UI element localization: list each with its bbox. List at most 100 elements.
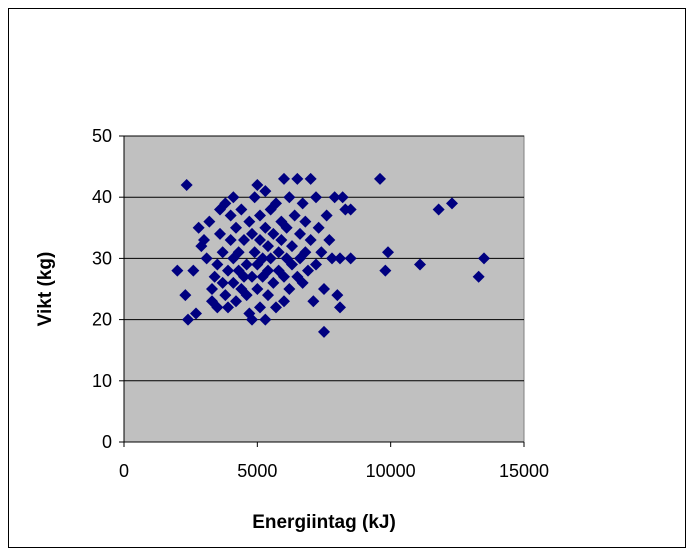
data-point <box>211 301 224 314</box>
data-point <box>336 191 349 204</box>
data-point <box>331 289 344 302</box>
data-point <box>206 283 218 295</box>
data-point <box>232 246 245 259</box>
y-tick-label: 40 <box>92 187 112 207</box>
data-point <box>374 172 386 185</box>
data-point <box>198 234 210 247</box>
axes <box>119 135 525 447</box>
y-tick-label: 50 <box>92 126 112 146</box>
data-point <box>286 240 298 253</box>
data-point <box>291 172 304 185</box>
data-point <box>275 234 288 247</box>
data-point <box>472 270 485 283</box>
data-point <box>180 178 193 191</box>
data-point <box>259 185 272 198</box>
data-point <box>246 270 258 283</box>
y-tick-label: 30 <box>92 248 112 268</box>
x-tick-label: 0 <box>119 461 129 481</box>
y-tick-label: 20 <box>92 310 112 330</box>
data-point <box>222 264 234 277</box>
data-point <box>267 227 280 240</box>
data-point <box>179 289 192 302</box>
data-point <box>414 258 426 271</box>
data-point <box>318 325 330 338</box>
data-point <box>278 295 290 308</box>
data-point <box>222 301 234 314</box>
data-point <box>171 264 184 277</box>
data-point <box>272 246 285 259</box>
data-point <box>192 221 205 234</box>
data-point <box>283 191 296 204</box>
data-point <box>256 252 269 265</box>
data-point <box>315 246 328 259</box>
data-point <box>299 246 312 259</box>
data-point <box>310 191 322 204</box>
data-point <box>280 221 293 234</box>
data-point <box>379 264 392 277</box>
data-point <box>227 276 240 289</box>
scatter-chart: 0 10 20 30 40 50 0 5000 10000 15000 Energiintag (… <box>35 126 549 533</box>
data-point <box>283 283 296 295</box>
data-point <box>278 172 290 185</box>
x-tick-label: 10000 <box>366 461 416 481</box>
data-point <box>262 289 274 302</box>
data-point <box>243 215 256 228</box>
data-point <box>251 178 264 191</box>
data-point <box>190 307 202 320</box>
data-point <box>216 276 229 289</box>
data-point <box>344 252 357 265</box>
data-point <box>270 197 282 210</box>
data-point <box>224 209 237 222</box>
data-point <box>267 276 280 289</box>
data-point <box>246 313 258 326</box>
data-point <box>432 203 445 216</box>
data-point <box>200 252 213 265</box>
data-points <box>171 172 490 338</box>
x-tick-label: 15000 <box>499 461 549 481</box>
data-point <box>286 258 298 271</box>
data-point <box>478 252 490 265</box>
data-point <box>203 215 216 228</box>
data-point <box>296 276 309 289</box>
data-point <box>254 301 266 314</box>
data-point <box>382 246 394 259</box>
data-point <box>230 295 242 308</box>
data-point <box>208 270 221 283</box>
data-point <box>240 289 253 302</box>
data-point <box>259 221 272 234</box>
x-tick-label: 5000 <box>237 461 277 481</box>
data-point <box>288 209 301 222</box>
y-axis-title: Vikt (kg) <box>35 252 56 327</box>
y-tick-label: 0 <box>102 432 112 452</box>
data-point <box>211 258 224 271</box>
data-point <box>254 234 266 247</box>
data-point <box>446 197 458 210</box>
data-point <box>270 301 282 314</box>
data-point <box>230 221 242 234</box>
data-point <box>251 283 264 295</box>
data-point <box>278 270 290 283</box>
data-point <box>264 252 277 265</box>
data-point <box>219 289 232 302</box>
data-point <box>344 203 357 216</box>
data-point <box>187 264 200 277</box>
data-point <box>262 240 274 253</box>
data-point <box>259 313 272 326</box>
data-point <box>328 191 341 204</box>
data-point <box>248 191 261 204</box>
data-point <box>216 246 229 259</box>
tick-labels: 0 10 20 30 40 50 0 5000 10000 15000 <box>92 126 549 481</box>
data-point <box>238 270 250 283</box>
chart-frame: 0 10 20 30 40 50 0 5000 10000 15000 Energiintag (… <box>8 8 686 548</box>
x-axis-title: Energiintag (kJ) <box>252 512 396 533</box>
data-point <box>302 264 314 277</box>
data-point <box>294 227 306 240</box>
data-point <box>312 221 325 234</box>
data-point <box>219 197 232 210</box>
data-point <box>304 234 317 247</box>
data-point <box>310 258 322 271</box>
data-point <box>248 246 261 259</box>
data-point <box>246 227 258 240</box>
data-point <box>182 313 194 326</box>
data-point <box>296 197 309 210</box>
